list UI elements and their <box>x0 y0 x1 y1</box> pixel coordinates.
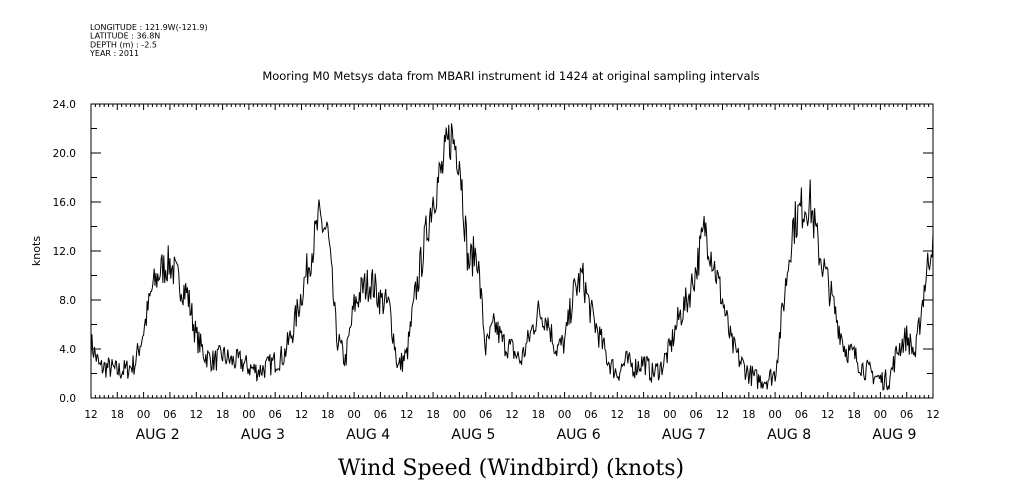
x-tick-label: 06 <box>584 409 598 421</box>
y-tick-label: 24.0 <box>53 99 76 111</box>
x-tick-label: 00 <box>768 409 781 421</box>
station-info-line: YEAR : 2011 <box>89 49 139 58</box>
x-tick-label: 12 <box>190 409 203 421</box>
station-info-line: LONGITUDE : 121.9W(-121.9) <box>90 23 208 32</box>
x-tick-label: 00 <box>453 409 466 421</box>
y-tick-label: 16.0 <box>53 197 76 209</box>
x-tick-label: 06 <box>163 409 177 421</box>
y-tick-labels: 0.0 4.0 8.0 12.0 16.0 20.0 24.0 <box>53 99 76 405</box>
x-tick-label: 00 <box>137 409 150 421</box>
y-tick-label: 8.0 <box>59 295 76 307</box>
chart-title: Mooring M0 Metsys data from MBARI instru… <box>262 69 759 83</box>
x-tick-label: 12 <box>821 409 834 421</box>
x-tick-label: 00 <box>663 409 676 421</box>
x-tick-label: 12 <box>400 409 413 421</box>
date-label: AUG 4 <box>346 427 390 443</box>
x-tick-label: 12 <box>295 409 308 421</box>
y-tick-label: 20.0 <box>53 148 76 160</box>
axis-ticks <box>90 103 934 399</box>
x-tick-label: 06 <box>269 409 283 421</box>
x-tick-label: 00 <box>347 409 360 421</box>
x-tick-label: 12 <box>716 409 729 421</box>
date-label: AUG 8 <box>767 427 811 443</box>
y-tick-label: 4.0 <box>59 344 76 356</box>
x-tick-label: 18 <box>637 409 650 421</box>
x-tick-label: 12 <box>84 409 97 421</box>
station-info-line: LATITUDE : 36.8N <box>90 32 160 41</box>
x-tick-label: 06 <box>690 409 704 421</box>
x-tick-labels: 12 18 00 06 12 18 00 06 12 18 00 06 12 18 00 06 12 18 00 06… <box>84 409 939 421</box>
x-tick-label: 06 <box>900 409 914 421</box>
x-tick-label: 18 <box>111 409 124 421</box>
date-label: AUG 6 <box>557 427 601 443</box>
x-tick-label: 18 <box>742 409 755 421</box>
x-tick-label: 18 <box>847 409 860 421</box>
y-axis-label: knots <box>30 236 43 266</box>
station-info-line: DEPTH (m) : -2.5 <box>90 40 157 49</box>
x-tick-label: 00 <box>558 409 571 421</box>
x-tick-label: 00 <box>874 409 887 421</box>
x-axis-label: Wind Speed (Windbird) (knots) <box>338 456 684 481</box>
x-tick-label: 18 <box>321 409 334 421</box>
x-tick-label: 00 <box>242 409 255 421</box>
y-tick-label: 12.0 <box>53 246 76 258</box>
y-tick-label: 0.0 <box>59 393 76 405</box>
x-tick-label: 06 <box>374 409 388 421</box>
x-tick-label: 12 <box>611 409 624 421</box>
x-tick-label: 12 <box>926 409 939 421</box>
date-label: AUG 3 <box>241 427 285 443</box>
x-tick-label: 18 <box>426 409 439 421</box>
station-info: LONGITUDE : 121.9W(-121.9)LATITUDE : 36.… <box>89 23 208 58</box>
x-tick-label: 06 <box>795 409 809 421</box>
x-tick-label: 06 <box>479 409 493 421</box>
date-labels: AUG 2 AUG 3 AUG 4 AUG 5 AUG 6 AUG 7 AUG 8 AUG 9 <box>136 427 917 443</box>
series-layer <box>90 123 934 391</box>
x-tick-label: 18 <box>216 409 229 421</box>
date-label: AUG 9 <box>872 427 916 443</box>
date-label: AUG 5 <box>451 427 495 443</box>
x-tick-label: 18 <box>532 409 545 421</box>
series-line <box>90 123 934 391</box>
date-label: AUG 7 <box>662 427 706 443</box>
x-tick-label: 12 <box>505 409 518 421</box>
tick-marks <box>90 103 934 399</box>
date-label: AUG 2 <box>136 427 180 443</box>
